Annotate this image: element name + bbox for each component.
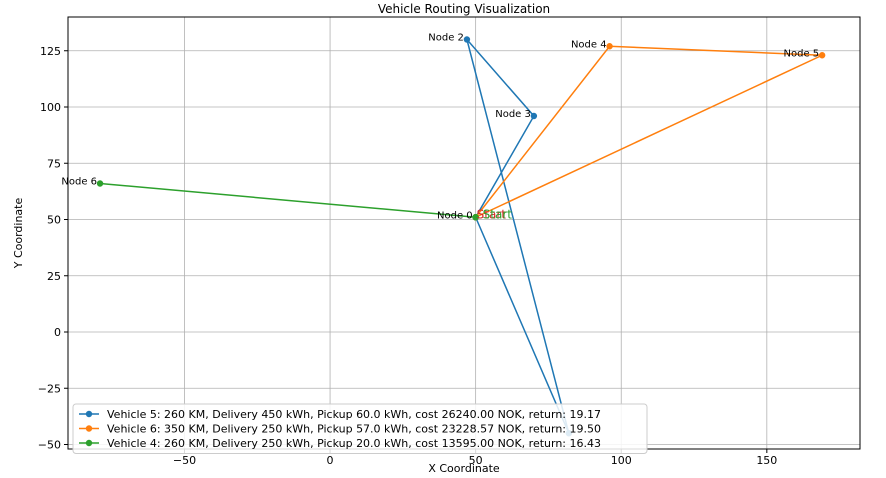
y-axis-title: Y Coordinate <box>12 198 25 270</box>
legend-label: Vehicle 4: 260 KM, Delivery 250 kWh, Pic… <box>107 437 601 450</box>
node-label: Node 4 <box>571 39 607 50</box>
node-label: Node 3 <box>495 109 531 120</box>
x-tick-label: 0 <box>327 454 334 467</box>
chart-title: Vehicle Routing Visualization <box>378 2 550 16</box>
route-series-0 <box>463 36 573 437</box>
x-axis-title: X Coordinate <box>428 462 500 475</box>
legend-marker <box>85 410 93 418</box>
y-tick-label: 25 <box>47 270 61 283</box>
grid <box>68 17 860 449</box>
legend: Vehicle 5: 260 KM, Delivery 450 kWh, Pic… <box>72 403 648 454</box>
plot-frame <box>67 16 861 450</box>
y-tick-label: 125 <box>40 45 61 58</box>
legend-box <box>72 403 648 454</box>
start-label: Start <box>483 207 513 221</box>
y-tick-label: 75 <box>47 157 61 170</box>
legend-label: Vehicle 6: 350 KM, Delivery 250 kWh, Pic… <box>107 423 601 436</box>
axis-ticks: −50 0 50 100 150 −50 −25 0 25 50 75 100 125 <box>38 45 778 467</box>
route-point <box>606 43 613 50</box>
legend-item: Vehicle 5: 260 KM, Delivery 450 kWh, Pic… <box>79 408 601 421</box>
y-tick-label: 100 <box>40 101 61 114</box>
route-point <box>472 214 479 221</box>
y-tick-label: −50 <box>38 439 61 452</box>
node-label: Node 0 <box>437 210 473 221</box>
node-label: Node 6 <box>61 177 97 188</box>
y-tick-label: 50 <box>47 214 61 227</box>
legend-marker <box>85 439 93 447</box>
route-point <box>463 36 471 43</box>
legend-label: Vehicle 5: 260 KM, Delivery 450 kWh, Pic… <box>107 408 601 421</box>
x-tick-label: 100 <box>611 454 632 467</box>
node-label: Node 5 <box>784 48 820 59</box>
route-point <box>96 180 104 187</box>
x-tick-label: −50 <box>173 454 196 467</box>
x-tick-label: 150 <box>756 454 777 467</box>
route-line <box>466 39 570 434</box>
legend-item: Vehicle 6: 350 KM, Delivery 250 kWh, Pic… <box>79 423 601 436</box>
legend-item: Vehicle 4: 260 KM, Delivery 250 kWh, Pic… <box>79 437 601 450</box>
series-layer <box>96 36 826 437</box>
node-labels: Node 0 Node 2 Node 3 Node 4 Node 5 Node 6 Star… <box>61 33 819 222</box>
route-point <box>818 52 826 59</box>
route-line <box>475 45 823 218</box>
y-tick-label: −25 <box>38 382 61 395</box>
route-line <box>99 182 476 218</box>
node-label: Node 2 <box>428 33 464 44</box>
start-label: Start <box>477 207 507 221</box>
x-tick-label: 50 <box>469 454 483 467</box>
legend-marker <box>85 425 93 432</box>
y-tick-label: 0 <box>54 326 61 339</box>
route-point <box>530 112 538 120</box>
route-series-2 <box>96 180 479 221</box>
